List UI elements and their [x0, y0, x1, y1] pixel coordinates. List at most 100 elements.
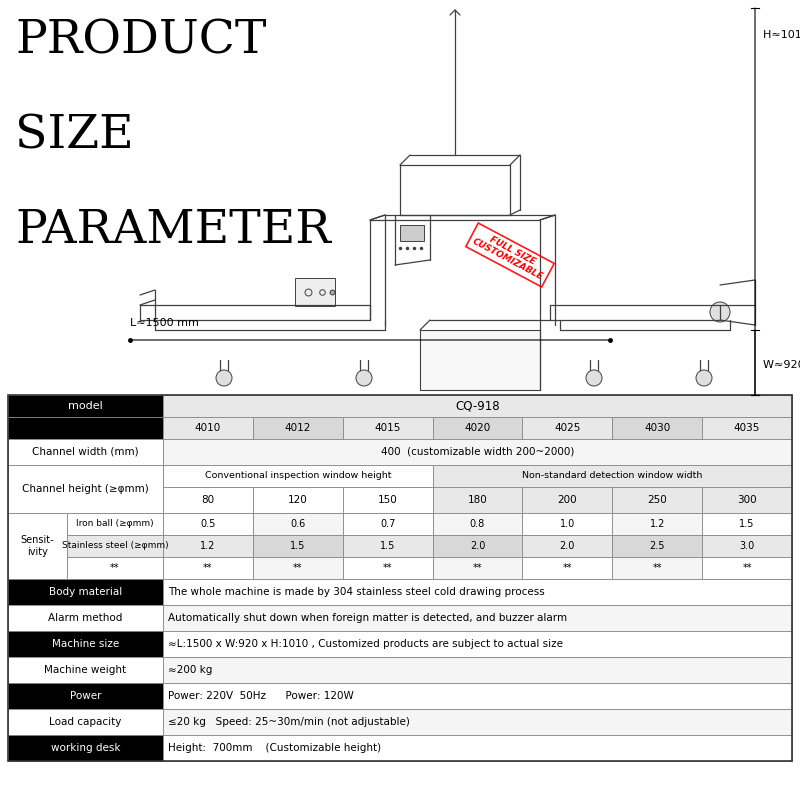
- Text: W≈920 mm: W≈920 mm: [763, 360, 800, 370]
- Bar: [342, 417, 433, 439]
- Text: 4010: 4010: [195, 423, 221, 433]
- Text: Stainless steel (≥φmm): Stainless steel (≥φmm): [62, 542, 168, 550]
- Text: PRODUCT: PRODUCT: [15, 18, 266, 63]
- Text: 4012: 4012: [285, 423, 311, 433]
- Circle shape: [710, 302, 730, 322]
- Text: CQ-918: CQ-918: [455, 399, 500, 413]
- Text: 300: 300: [738, 495, 757, 505]
- Bar: [163, 487, 253, 513]
- Bar: [163, 465, 433, 487]
- Bar: [163, 395, 792, 417]
- Text: 2.0: 2.0: [560, 541, 575, 551]
- Text: working desk: working desk: [50, 743, 120, 753]
- Text: Machine size: Machine size: [52, 639, 119, 649]
- Text: Power: 220V  50Hz      Power: 120W: Power: 220V 50Hz Power: 120W: [168, 691, 354, 701]
- Text: Sensit-
ivity: Sensit- ivity: [21, 535, 54, 557]
- Bar: [163, 417, 253, 439]
- Text: Height:  700mm    (Customizable height): Height: 700mm (Customizable height): [168, 743, 381, 753]
- Text: Non-standard detection window width: Non-standard detection window width: [522, 471, 702, 481]
- Bar: [612, 417, 702, 439]
- Bar: [433, 417, 522, 439]
- Text: 0.8: 0.8: [470, 519, 485, 529]
- Bar: [8, 631, 163, 657]
- Bar: [612, 513, 702, 535]
- Bar: [612, 535, 702, 557]
- Text: 1.5: 1.5: [290, 541, 306, 551]
- Bar: [163, 579, 792, 605]
- Text: L≈1500 mm: L≈1500 mm: [130, 318, 199, 328]
- Text: Load capacity: Load capacity: [50, 717, 122, 727]
- Bar: [8, 735, 163, 761]
- Bar: [163, 735, 792, 761]
- Bar: [67, 557, 163, 579]
- Bar: [8, 513, 67, 579]
- Text: **: **: [293, 563, 302, 573]
- Bar: [433, 557, 522, 579]
- Bar: [253, 513, 342, 535]
- Bar: [8, 683, 163, 709]
- Bar: [8, 395, 163, 417]
- Text: **: **: [203, 563, 213, 573]
- Text: 4020: 4020: [464, 423, 490, 433]
- Bar: [522, 535, 612, 557]
- Bar: [163, 439, 792, 465]
- Text: 0.7: 0.7: [380, 519, 395, 529]
- Circle shape: [586, 370, 602, 386]
- Bar: [342, 487, 433, 513]
- Text: **: **: [473, 563, 482, 573]
- Bar: [702, 535, 792, 557]
- Text: Body material: Body material: [49, 587, 122, 597]
- Bar: [163, 657, 792, 683]
- Bar: [8, 439, 163, 465]
- Bar: [8, 579, 163, 605]
- Text: Power: Power: [70, 691, 102, 701]
- Bar: [420, 330, 540, 390]
- Bar: [163, 605, 792, 631]
- Text: 250: 250: [647, 495, 667, 505]
- Bar: [433, 513, 522, 535]
- Bar: [163, 535, 253, 557]
- Text: Channel width (mm): Channel width (mm): [32, 447, 139, 457]
- Text: SIZE: SIZE: [15, 113, 134, 158]
- Text: Alarm method: Alarm method: [48, 613, 122, 623]
- Text: ≈L:1500 x W:920 x H:1010 , Customized products are subject to actual size: ≈L:1500 x W:920 x H:1010 , Customized pr…: [168, 639, 563, 649]
- Text: 4025: 4025: [554, 423, 581, 433]
- Bar: [522, 513, 612, 535]
- Bar: [8, 709, 163, 735]
- Text: 2.5: 2.5: [650, 541, 665, 551]
- Bar: [702, 417, 792, 439]
- Bar: [163, 513, 253, 535]
- Bar: [67, 535, 163, 557]
- Text: 1.2: 1.2: [650, 519, 665, 529]
- Bar: [8, 605, 163, 631]
- Bar: [67, 513, 163, 535]
- Text: Iron ball (≥φmm): Iron ball (≥φmm): [76, 519, 154, 529]
- Bar: [433, 535, 522, 557]
- Text: 400  (customizable width 200~2000): 400 (customizable width 200~2000): [381, 447, 574, 457]
- Text: 0.5: 0.5: [200, 519, 216, 529]
- Bar: [702, 513, 792, 535]
- Bar: [342, 557, 433, 579]
- Bar: [342, 513, 433, 535]
- Text: H≈1010 mm: H≈1010 mm: [763, 30, 800, 40]
- Bar: [433, 465, 792, 487]
- Text: **: **: [653, 563, 662, 573]
- Bar: [253, 535, 342, 557]
- Bar: [253, 417, 342, 439]
- Text: 150: 150: [378, 495, 398, 505]
- Text: **: **: [562, 563, 572, 573]
- Text: **: **: [383, 563, 392, 573]
- Text: **: **: [742, 563, 752, 573]
- Bar: [8, 465, 163, 513]
- Bar: [163, 631, 792, 657]
- Text: 4015: 4015: [374, 423, 401, 433]
- Text: 200: 200: [558, 495, 577, 505]
- Circle shape: [216, 370, 232, 386]
- Text: 120: 120: [288, 495, 308, 505]
- Text: 0.6: 0.6: [290, 519, 306, 529]
- Text: The whole machine is made by 304 stainless steel cold drawing process: The whole machine is made by 304 stainle…: [168, 587, 545, 597]
- Bar: [400, 225, 424, 241]
- Text: 1.2: 1.2: [200, 541, 216, 551]
- Bar: [253, 557, 342, 579]
- Text: Channel height (≥φmm): Channel height (≥φmm): [22, 484, 149, 494]
